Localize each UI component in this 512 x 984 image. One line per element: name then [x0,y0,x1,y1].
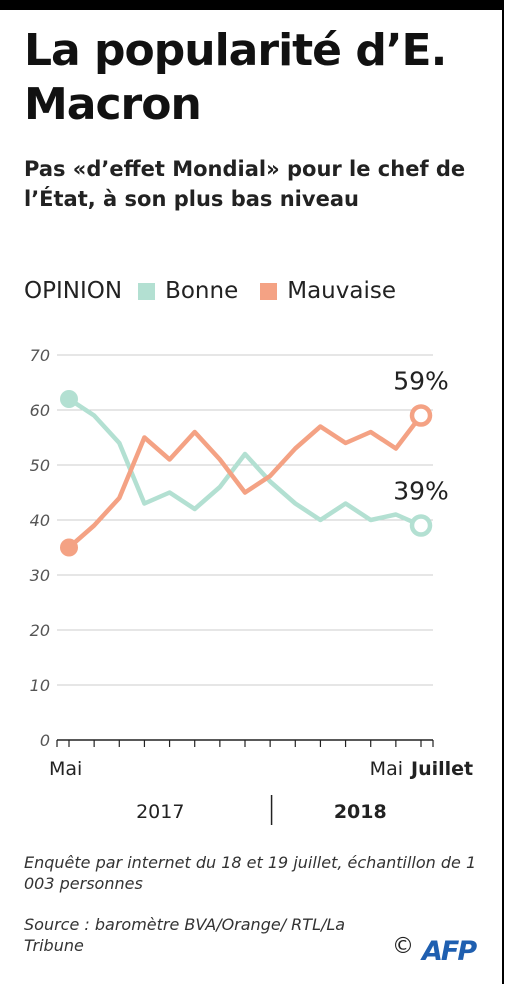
series-start-point-bonne [60,390,78,408]
afp-logo-text: AFP [420,936,477,966]
y-tick-label-70: 70 [30,346,50,365]
chart-subtitle: Pas «d’effet Mondial» pour le chef de l’… [24,157,466,211]
x-tick-label: Mai [370,758,403,780]
y-tick-label-60: 60 [30,401,50,420]
y-tick-label-40: 40 [30,511,50,530]
series-line-bonne [66,396,424,528]
line-chart: 0 10 20 30 40 50 60 70 Mai Mai Juillet 2017 2018 39% 5… [30,346,473,825]
chart-title: La popularité d’E. Macron [24,25,447,130]
y-tick-label-50: 50 [30,456,50,475]
legend-swatch-mauvaise [260,282,278,300]
x-tick-label: Juillet [409,758,473,780]
source-note: Source : baromètre BVA/Orange/ RTL/La Tr… [24,915,346,955]
y-tick-label-0: 0 [40,731,50,750]
year-label-2018: 2018 [334,801,387,823]
copyright-symbol: © [392,934,414,959]
legend-title: OPINION [24,278,123,304]
y-tick-label-20: 20 [30,621,50,640]
year-label-2017: 2017 [136,801,184,823]
legend-label-mauvaise: Mauvaise [287,278,396,304]
series-start-point-mauvaise [60,538,78,557]
survey-note: Enquête par internet du 18 et 19 juillet… [24,853,477,893]
series-end-point-mauvaise [409,404,433,427]
top-rule [0,0,502,10]
x-tick-label: Mai [49,758,82,780]
legend-swatch-bonne [138,282,156,300]
y-tick-label-10: 10 [30,676,50,695]
series-end-point-bonne [409,514,433,537]
y-tick-label-30: 30 [30,566,50,585]
series-line-mauvaise [66,413,424,550]
end-value-label-bonne: 39% [393,477,449,506]
right-rule [502,0,504,984]
afp-logo: AFP [420,936,479,966]
legend-label-bonne: Bonne [165,278,239,304]
end-value-label-mauvaise: 59% [393,367,449,396]
legend: OPINION Bonne Mauvaise [24,274,396,308]
